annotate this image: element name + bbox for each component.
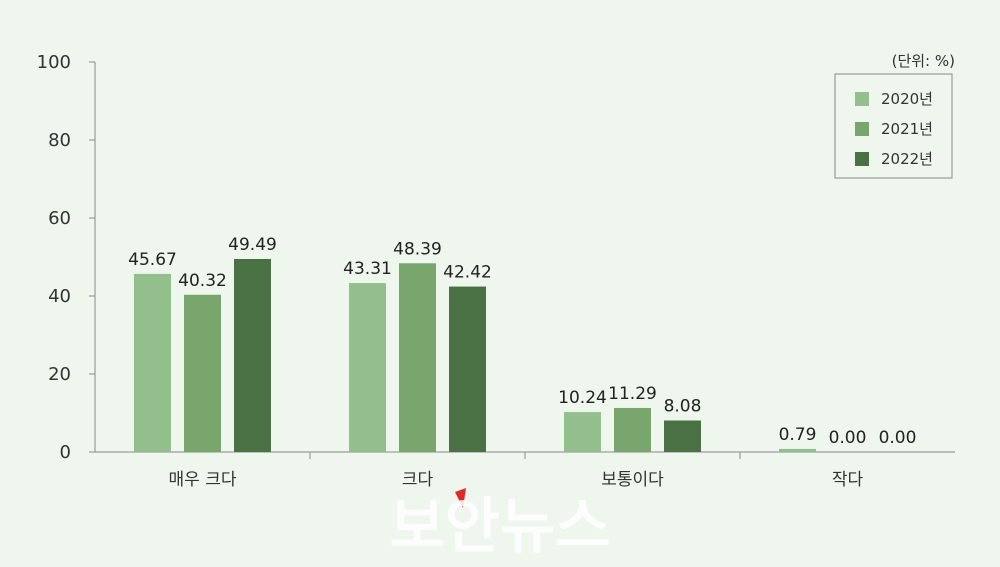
bar-value-label: 43.31: [343, 259, 392, 279]
legend-label: 2020년: [881, 90, 933, 108]
legend-box: [834, 73, 953, 179]
unit-label: (단위: %): [892, 52, 955, 70]
bars: [134, 258, 816, 452]
legend-label: 2021년: [881, 120, 933, 138]
bar-1-0: [184, 294, 221, 452]
y-tick-label: 80: [48, 130, 71, 151]
bar-2-1: [449, 286, 486, 452]
bar-value-label: 10.24: [558, 388, 607, 408]
bar-1-2: [614, 407, 651, 452]
y-tick-label: 0: [60, 442, 71, 463]
y-tick-label: 20: [48, 364, 71, 385]
y-tick-label: 100: [37, 52, 71, 73]
bar-0-2: [564, 412, 601, 452]
bar-value-label: 11.29: [608, 384, 657, 404]
bar-value-label: 42.42: [443, 263, 492, 283]
bar-value-label: 0.79: [779, 425, 817, 445]
bar-0-3: [779, 448, 816, 452]
bar-value-label: 0.00: [829, 428, 867, 448]
legend: 2020년 2021년 2022년: [834, 73, 953, 179]
bar-1-1: [399, 263, 436, 452]
bar-value-label: 49.49: [228, 235, 277, 255]
bar-value-label: 40.32: [178, 271, 227, 291]
bar-value-label: 0.00: [879, 428, 917, 448]
bar-2-2: [664, 420, 701, 452]
category-label: 작다: [832, 470, 864, 490]
y-tick-label: 40: [48, 286, 71, 307]
watermark-text: 보안뉴스: [390, 492, 611, 562]
bar-value-label: 8.08: [664, 396, 702, 416]
category-labels: 매우 크다 크다 보통이다 작다: [169, 470, 864, 490]
category-label: 크다: [402, 470, 434, 490]
bar-0-0: [134, 273, 171, 452]
legend-label: 2022년: [881, 150, 933, 168]
bar-0-1: [349, 283, 386, 452]
legend-swatch: [855, 152, 869, 166]
category-label: 보통이다: [601, 470, 664, 490]
category-label: 매우 크다: [169, 470, 237, 490]
y-tick-label: 60: [48, 208, 71, 229]
watermark-logo: 보안뉴스: [390, 488, 611, 562]
bar-value-label: 45.67: [128, 250, 177, 270]
bar-value-label: 48.39: [393, 239, 442, 259]
watermark-accent-mark: [455, 488, 466, 508]
legend-swatch: [855, 92, 869, 106]
legend-swatch: [855, 122, 869, 136]
bar-2-0: [234, 258, 271, 452]
